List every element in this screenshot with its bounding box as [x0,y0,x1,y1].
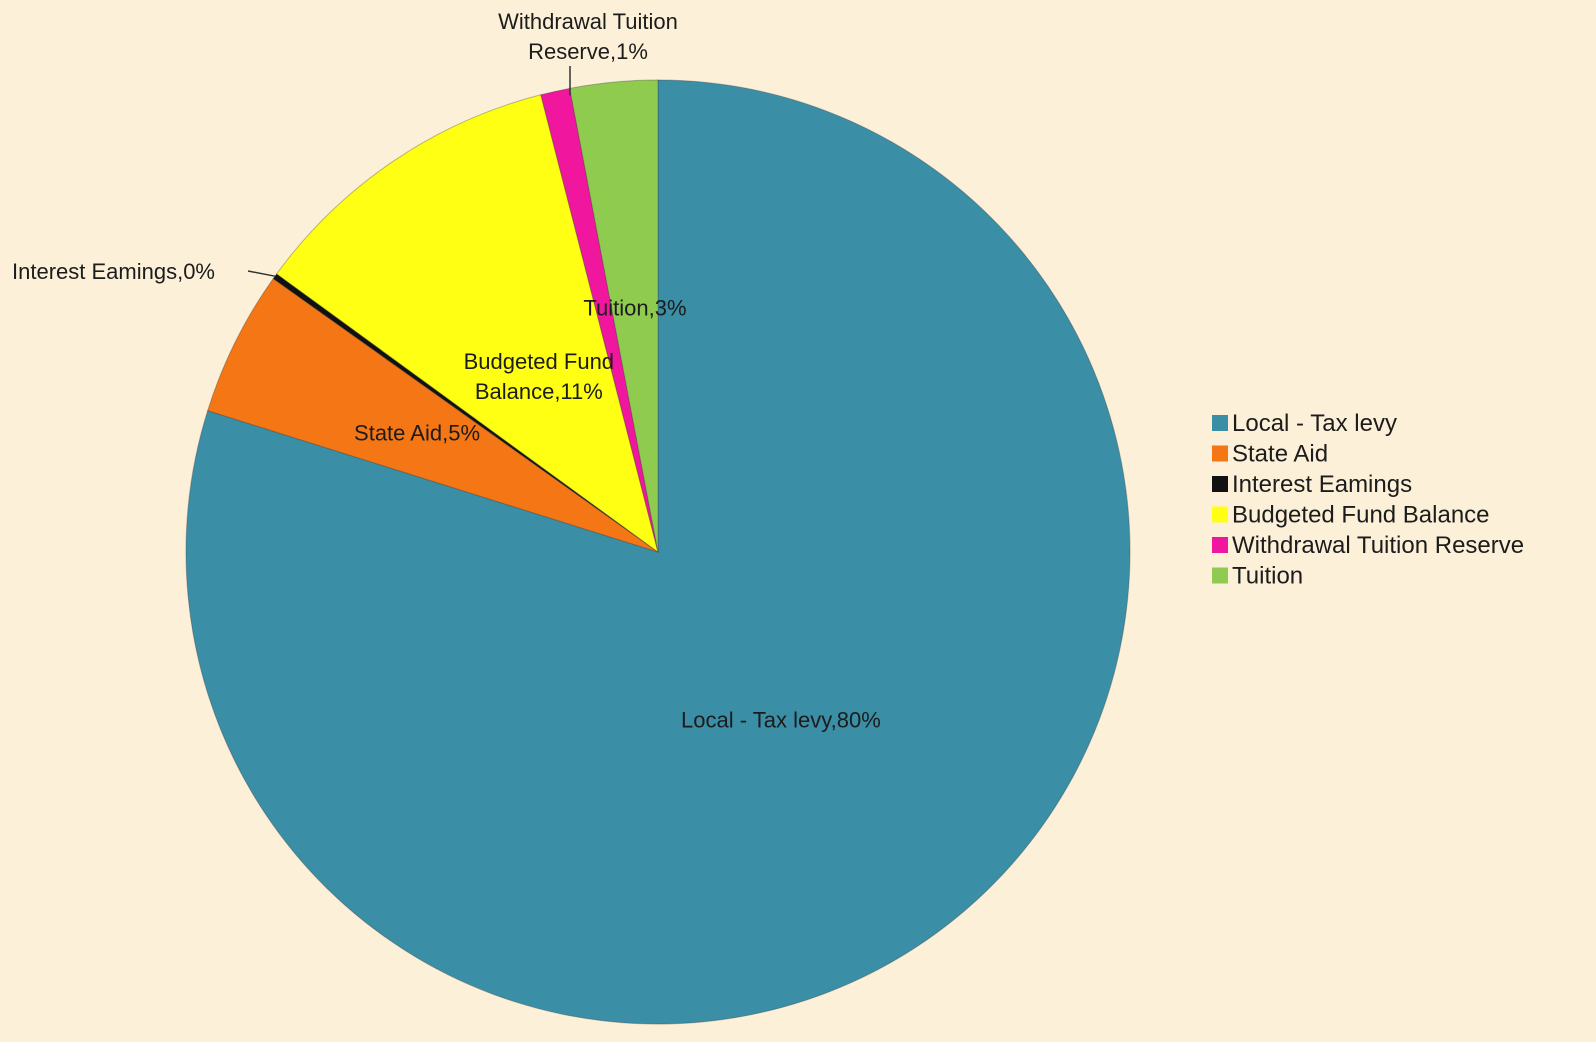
data-label-0: Local - Tax levy,80% [681,707,881,732]
legend: Local - Tax levy State Aid Interest Eaming… [1212,410,1524,590]
legend-label-4: Withdrawal Tuition Reserve [1232,532,1524,559]
legend-swatch-0 [1212,415,1228,431]
pie-slices [185,79,1131,1025]
data-label-5: Tuition,3% [583,296,686,321]
legend-label-2: Interest Eamings [1232,471,1412,498]
pie-slice-2 [272,273,659,553]
legend-label-5: Tuition [1232,563,1303,590]
legend-label-1: State Aid [1232,441,1328,468]
legend-label-3: Budgeted Fund Balance [1232,502,1490,529]
legend-swatch-1 [1212,445,1228,462]
legend-label-0: Local - Tax levy [1232,410,1397,437]
pie-slice-3 [275,94,659,554]
data-label-3: Budgeted Fund Balance,11% [464,349,614,404]
legend-swatch-4 [1212,537,1228,553]
pie-slice-1 [207,277,659,553]
slice-labels: Local - Tax levy,80% State Aid,5% Interest… [12,9,881,732]
data-label-2: Interest Eamings,0% [12,259,215,284]
pie-slice-0 [185,79,1131,1025]
legend-swatch-5 [1212,567,1228,584]
data-label-1: State Aid,5% [354,420,480,445]
leader-lines [247,66,571,277]
leader-line-interest [247,270,276,277]
legend-swatch-2 [1212,476,1228,492]
legend-swatch-3 [1212,506,1228,523]
data-label-4: Withdrawal Tuition Reserve,1% [498,9,678,64]
